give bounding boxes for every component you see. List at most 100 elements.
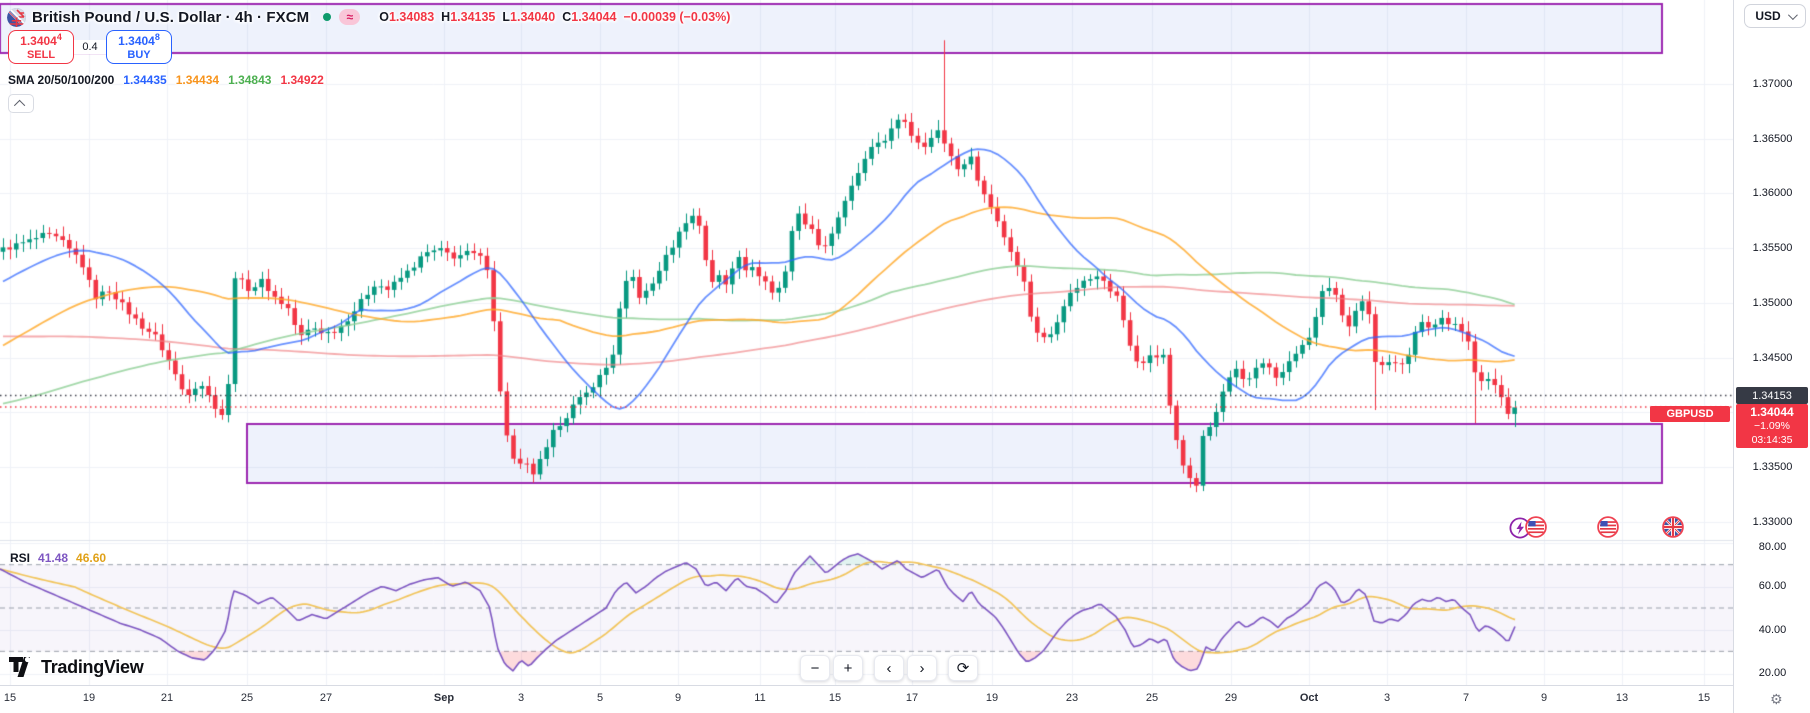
rsi-legend[interactable]: RSI 41.48 46.60 [10, 551, 106, 565]
price-axis-label: 1.36500 [1752, 132, 1793, 145]
ohlc-value: 1.34044 [571, 10, 617, 24]
sma-legend[interactable]: SMA 20/50/100/200 1.34435 1.34434 1.34843 1… [8, 73, 324, 87]
time-axis-label: 15 [1697, 692, 1711, 704]
economic-event-us-flag-icon[interactable] [1525, 516, 1547, 538]
time-axis-label: 17 [905, 692, 919, 704]
chevron-right-icon: › [919, 659, 925, 677]
price-axis-label: 1.37000 [1752, 78, 1793, 90]
time-axis-label: 21 [160, 692, 174, 704]
last-price-box: 1.34044 −1.09% 03:14:35 [1736, 404, 1808, 448]
currency-label: USD [1755, 9, 1781, 23]
economic-event-us-flag-icon[interactable] [1597, 516, 1619, 538]
price-chart-canvas[interactable] [0, 0, 1733, 685]
axis-settings-gear-icon[interactable]: ⚙ [1770, 691, 1783, 707]
price-axis[interactable]: 1.34153 1.34044 −1.09% 03:14:35 ⚙ 1.3700… [1733, 0, 1810, 713]
order-panel: 1.34044 SELL 0.4 1.34048 BUY [8, 30, 172, 64]
chart-header: British Pound / U.S. Dollar · 4h · FXCM … [7, 6, 730, 28]
chevron-down-icon [1787, 9, 1798, 20]
ohlc-value: 1.34040 [510, 10, 556, 24]
ohlc-values: O1.34083 H1.34135 L1.34040 C1.34044 −0.00039… [372, 10, 730, 24]
scroll-right-button[interactable]: › [907, 655, 937, 681]
price-axis-label: 1.33000 [1752, 515, 1793, 528]
rsi-legend-label: RSI [10, 551, 31, 565]
last-price: 1.34044 [1750, 405, 1794, 420]
time-axis-label: 19 [985, 692, 999, 704]
rsi-axis-label: 40.00 [1758, 623, 1787, 636]
buy-price: 1.34048 [118, 32, 160, 49]
time-axis-label: 3 [517, 692, 525, 704]
rsi-axis-label: 80.00 [1758, 541, 1787, 553]
minus-icon: − [810, 659, 820, 677]
time-axis-label: 25 [240, 692, 254, 704]
time-axis[interactable]: 15 19 21 25 27 Sep 3 5 9 11 15 17 19 23 25 29 Oct 3 7 9 13 15 [0, 685, 1733, 713]
ohlc-value: 1.34083 [388, 10, 435, 24]
time-axis-label: 29 [1224, 692, 1238, 704]
price-axis-label: 1.34500 [1752, 351, 1793, 364]
sma-value: 1.34843 [228, 73, 272, 87]
ohlc-key: O [379, 10, 389, 24]
ohlc-key: L [502, 10, 511, 24]
time-axis-label: 11 [754, 692, 766, 704]
rsi-axis-label: 20.00 [1758, 667, 1787, 680]
chart-navigation-toolbar: − + ‹ › ⟳ [800, 655, 981, 681]
tradingview-logo-icon [9, 656, 31, 677]
ohlc-change: −0.00039 (−0.03%) [623, 10, 731, 24]
currency-selector-button[interactable]: USD [1744, 4, 1806, 28]
reset-icon: ⟳ [956, 660, 970, 677]
time-axis-label: 3 [1383, 692, 1391, 704]
price-axis-label: 1.35000 [1752, 296, 1793, 309]
time-axis-label: 5 [596, 692, 604, 704]
time-axis-label: 7 [1462, 692, 1470, 704]
line-price-label: 1.34153 [1736, 387, 1808, 404]
gbpusd-pair-flag-icon [7, 7, 26, 27]
time-axis-label: 23 [1065, 692, 1079, 704]
chevron-left-icon: ‹ [886, 659, 892, 677]
collapse-indicators-button[interactable] [8, 94, 34, 113]
sell-button[interactable]: 1.34044 SELL [8, 30, 74, 64]
change-percent: −1.09% [1754, 420, 1790, 433]
buy-label: BUY [127, 48, 151, 61]
bar-countdown: 03:14:35 [1751, 433, 1793, 446]
time-axis-label: Oct [1299, 692, 1319, 704]
time-axis-label: 13 [1615, 692, 1629, 704]
symbol-price-tag: GBPUSD [1650, 406, 1730, 422]
ohlc-value: 1.34135 [450, 10, 496, 24]
sma-value: 1.34434 [175, 73, 220, 87]
time-axis-label: 15 [3, 692, 17, 704]
scroll-left-button[interactable]: ‹ [874, 655, 904, 681]
sma-legend-label: SMA 20/50/100/200 [8, 73, 115, 87]
time-axis-label: 27 [319, 692, 333, 704]
spread-value: 0.4 [74, 40, 106, 54]
reset-chart-button[interactable]: ⟳ [948, 655, 978, 681]
zoom-out-button[interactable]: − [800, 655, 830, 681]
time-axis-label: 19 [82, 692, 96, 704]
rsi-value: 41.48 [38, 551, 69, 565]
price-axis-label: 1.33500 [1752, 460, 1793, 473]
time-axis-label: 15 [828, 692, 842, 704]
rsi-axis-label: 60.00 [1758, 580, 1787, 593]
sma-value: 1.34435 [123, 73, 167, 87]
price-axis-label: 1.35500 [1752, 242, 1793, 255]
chevron-up-icon [13, 99, 26, 111]
rsi-signal-value: 46.60 [76, 551, 107, 565]
delayed-data-badge[interactable]: ≈ [339, 9, 361, 25]
time-axis-label: Sep [433, 692, 455, 704]
zoom-in-button[interactable]: + [833, 655, 863, 681]
ohlc-key: H [441, 10, 451, 24]
ohlc-key: C [562, 10, 572, 24]
economic-event-uk-flag-icon[interactable] [1662, 516, 1684, 538]
tradingview-logo[interactable]: TradingView [8, 656, 144, 678]
sell-price: 1.34044 [20, 32, 62, 49]
sell-label: SELL [26, 48, 56, 61]
sma-value: 1.34922 [280, 73, 324, 87]
tradingview-logo-text: TradingView [41, 656, 144, 677]
market-status-dot-icon [323, 13, 332, 21]
symbol-title[interactable]: British Pound / U.S. Dollar · 4h · FXCM [32, 8, 310, 26]
time-axis-label: 25 [1145, 692, 1159, 704]
price-axis-label: 1.36000 [1752, 187, 1793, 200]
time-axis-label: 9 [674, 692, 682, 704]
time-axis-label: 9 [1540, 692, 1548, 704]
plus-icon: + [843, 659, 853, 677]
buy-button[interactable]: 1.34048 BUY [106, 30, 172, 64]
